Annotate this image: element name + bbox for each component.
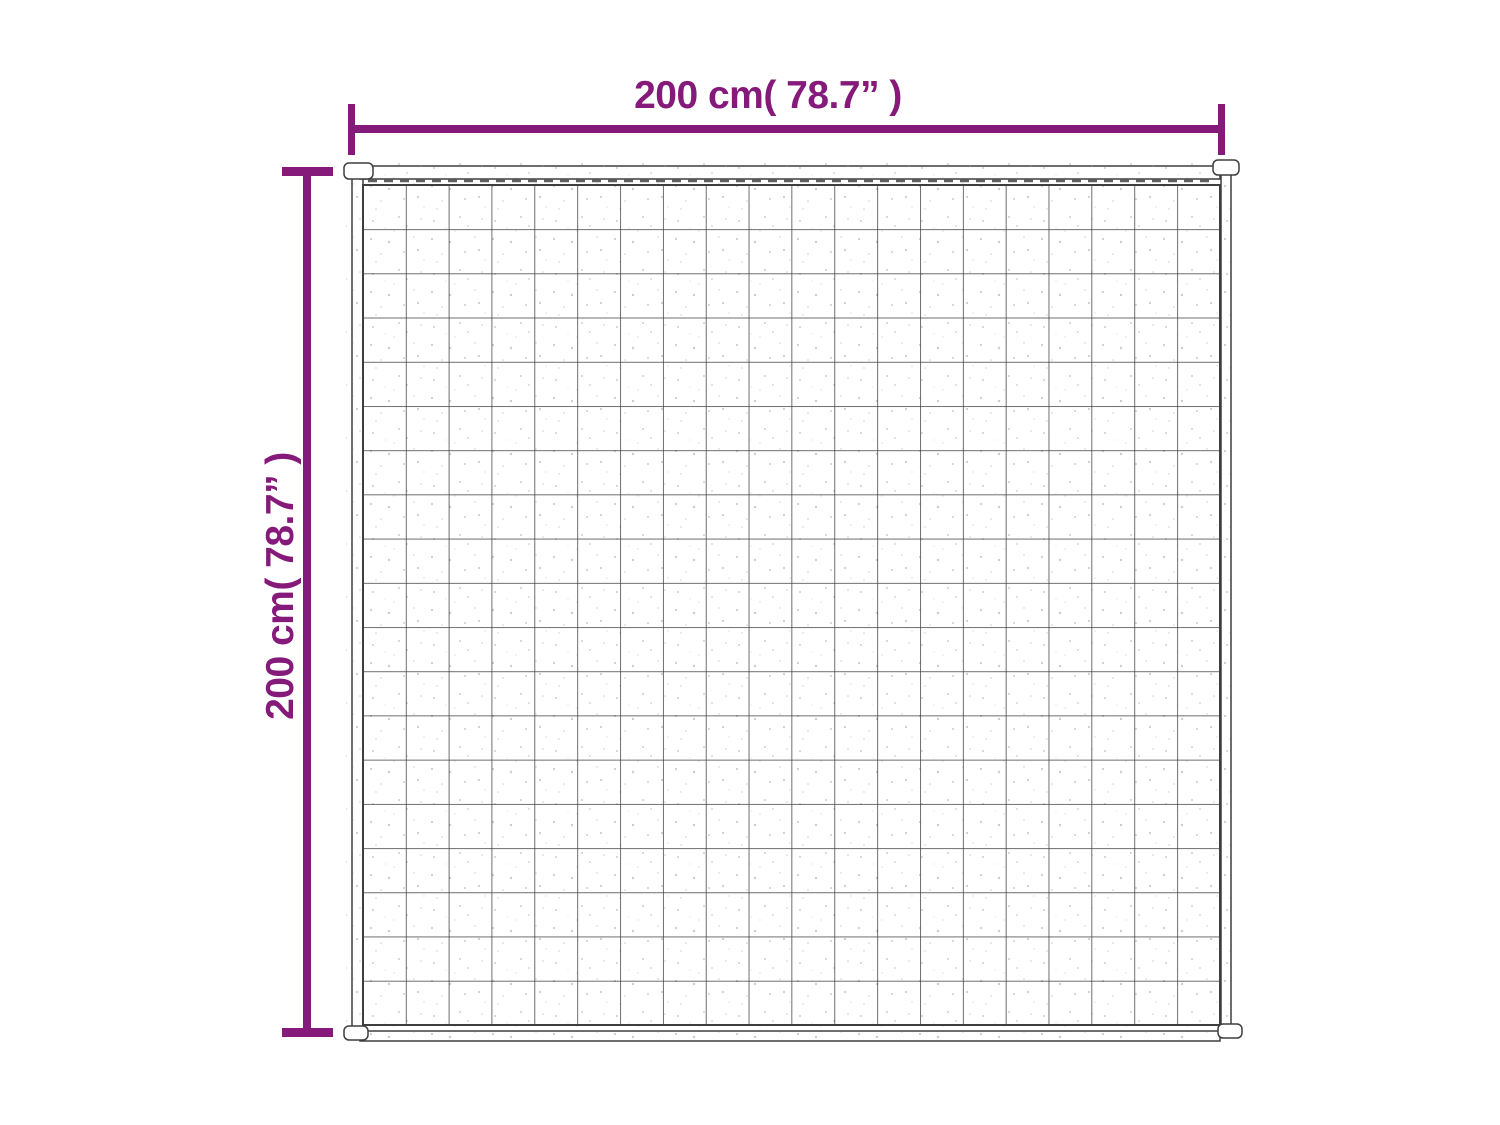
height-dimension-cap-top <box>282 167 333 176</box>
height-dimension-cap-bottom <box>282 1028 333 1037</box>
width-dimension-cap-right <box>1218 104 1225 155</box>
blanket-corner-tab-bottom-right <box>1217 1023 1243 1039</box>
blanket-corner-tab-top-left <box>343 162 374 180</box>
blanket-corner-tab-top-right <box>1212 159 1240 176</box>
width-dimension-line <box>350 125 1222 133</box>
blanket-corner-tab-bottom-left <box>343 1025 369 1041</box>
width-dimension-cap-left <box>348 104 355 155</box>
height-dimension-label: 200 cm( 78.7” ) <box>259 452 302 720</box>
blanket-quilt-grid <box>363 185 1220 1025</box>
height-dimension-line <box>303 171 311 1033</box>
width-dimension-label: 200 cm( 78.7” ) <box>634 74 902 117</box>
blanket-quilt-grid-border <box>362 184 1221 1026</box>
